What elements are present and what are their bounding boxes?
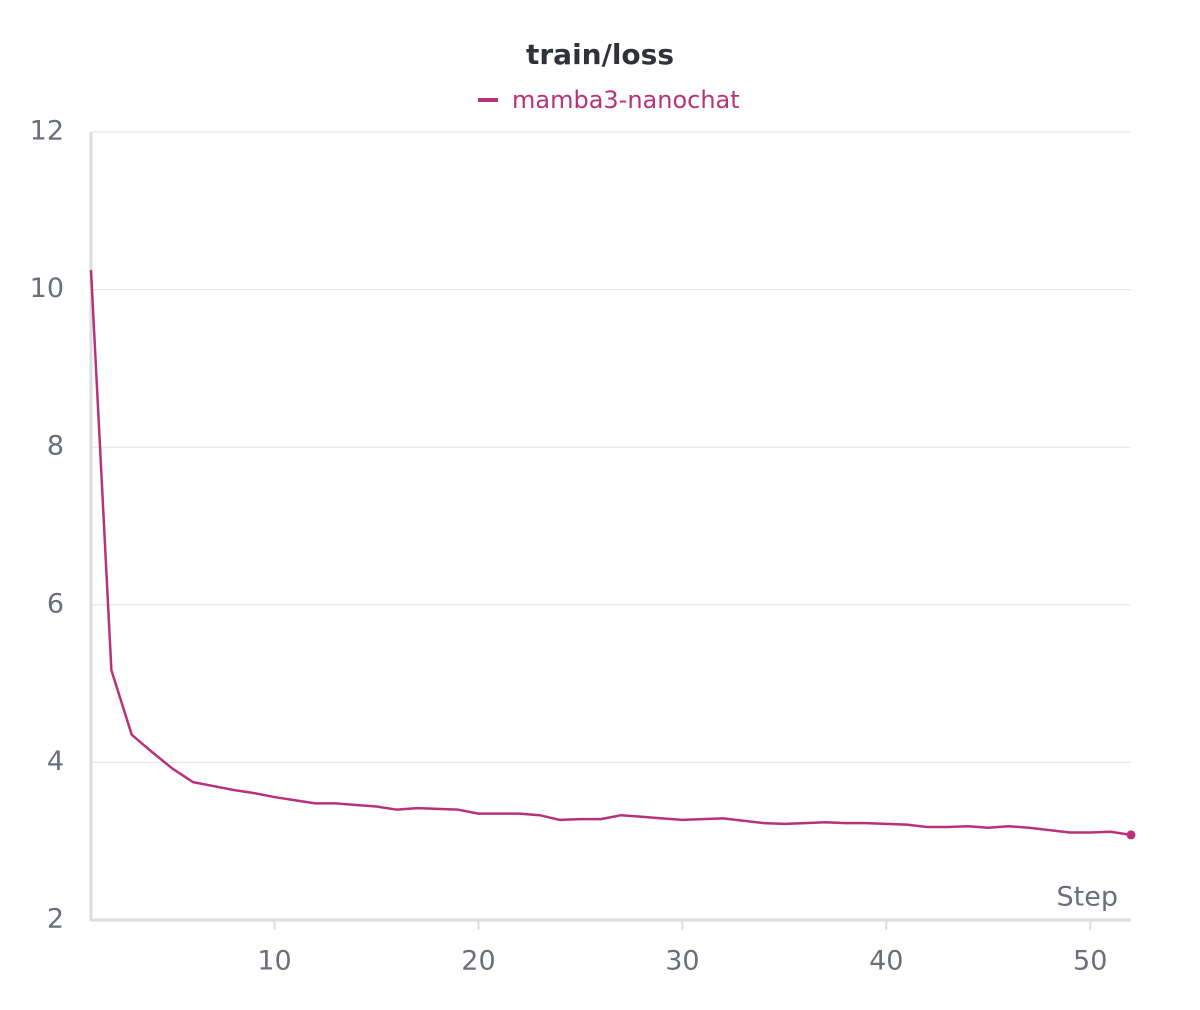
x-axis-label: Step	[1057, 882, 1118, 913]
x-tick-label: 40	[869, 946, 903, 977]
x-tick-label: 10	[257, 946, 291, 977]
y-tick-label: 4	[47, 746, 64, 777]
chart-title: train/loss	[526, 38, 674, 71]
x-tick-label: 30	[665, 946, 699, 977]
y-tick-label: 8	[47, 431, 64, 462]
legend-label: mamba3-nanochat	[512, 86, 740, 114]
y-tick-label: 6	[47, 588, 64, 619]
x-tick-label: 20	[461, 946, 495, 977]
y-tick-label: 2	[47, 904, 64, 935]
y-tick-label: 12	[30, 116, 64, 147]
x-tick-label: 50	[1073, 946, 1107, 977]
end-point	[1126, 830, 1136, 840]
series-line	[89, 269, 1132, 837]
y-tick-label: 10	[30, 273, 64, 304]
